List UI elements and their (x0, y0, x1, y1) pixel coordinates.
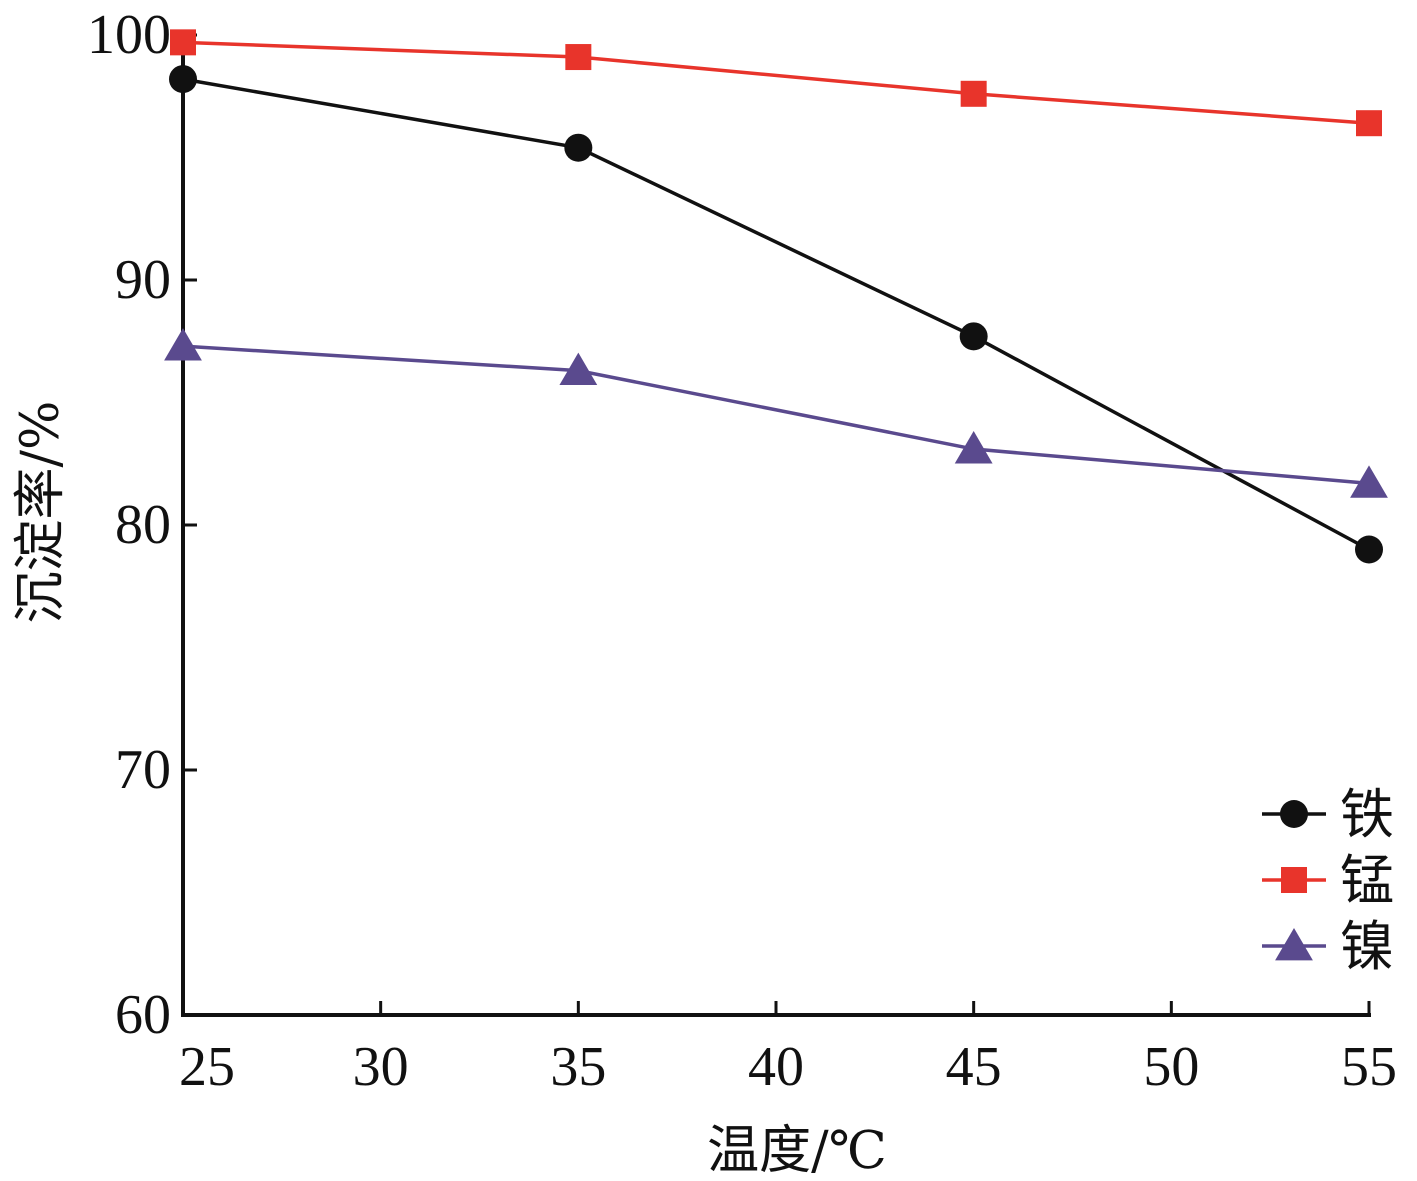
y-ticks: 60 70 80 90 100 (87, 4, 197, 1046)
series-3 (164, 328, 1388, 498)
legend-label: 镍 (1340, 915, 1394, 978)
y-tick-label: 90 (115, 249, 171, 311)
legend-marker-triangle (1275, 928, 1313, 961)
y-tick-label: 70 (115, 739, 171, 801)
series-2 (170, 29, 1382, 137)
legend-item: 镍 (1262, 915, 1394, 978)
data-point-square (960, 80, 987, 107)
data-point-triangle (164, 328, 202, 361)
legend-item: 锰 (1262, 849, 1394, 912)
y-tick-label: 80 (115, 494, 171, 556)
y-tick-label: 100 (87, 4, 171, 66)
axes: 60 70 80 90 100 25 30 35 40 45 50 55 (87, 4, 1397, 1098)
x-tick-label: 50 (1143, 1036, 1199, 1098)
series-1 (169, 65, 1383, 564)
legend: 铁锰镍 (1262, 783, 1394, 978)
legend-item: 铁 (1262, 783, 1394, 846)
data-point-triangle (954, 431, 993, 464)
y-axis-title: 沉淀率/% (11, 401, 71, 624)
x-tick-label: 55 (1341, 1036, 1397, 1098)
x-tick-label: 25 (179, 1036, 235, 1098)
data-point-triangle (1350, 465, 1388, 498)
data-point-square (1356, 110, 1382, 137)
series-layer (164, 29, 1388, 564)
data-point-circle (959, 322, 988, 351)
data-point-circle (169, 65, 197, 94)
x-ticks: 25 30 35 40 45 50 55 (179, 1001, 1397, 1098)
series-line (182, 344, 1370, 486)
legend-label: 铁 (1340, 783, 1394, 846)
data-point-square (565, 44, 592, 71)
x-tick-label: 35 (550, 1036, 606, 1098)
legend-label: 锰 (1340, 849, 1394, 912)
data-point-square (170, 29, 196, 56)
legend-marker-circle (1280, 800, 1308, 828)
x-tick-label: 30 (353, 1036, 409, 1098)
data-point-circle (564, 133, 593, 162)
data-point-circle (1355, 535, 1383, 564)
series-line (182, 40, 1370, 125)
x-axis-title: 温度/℃ (707, 1121, 887, 1181)
series-line (182, 77, 1370, 552)
x-tick-label: 40 (748, 1036, 804, 1098)
data-point-triangle (559, 352, 598, 386)
legend-marker-square (1281, 867, 1307, 893)
x-tick-label: 45 (946, 1036, 1002, 1098)
y-tick-label: 60 (115, 984, 171, 1046)
